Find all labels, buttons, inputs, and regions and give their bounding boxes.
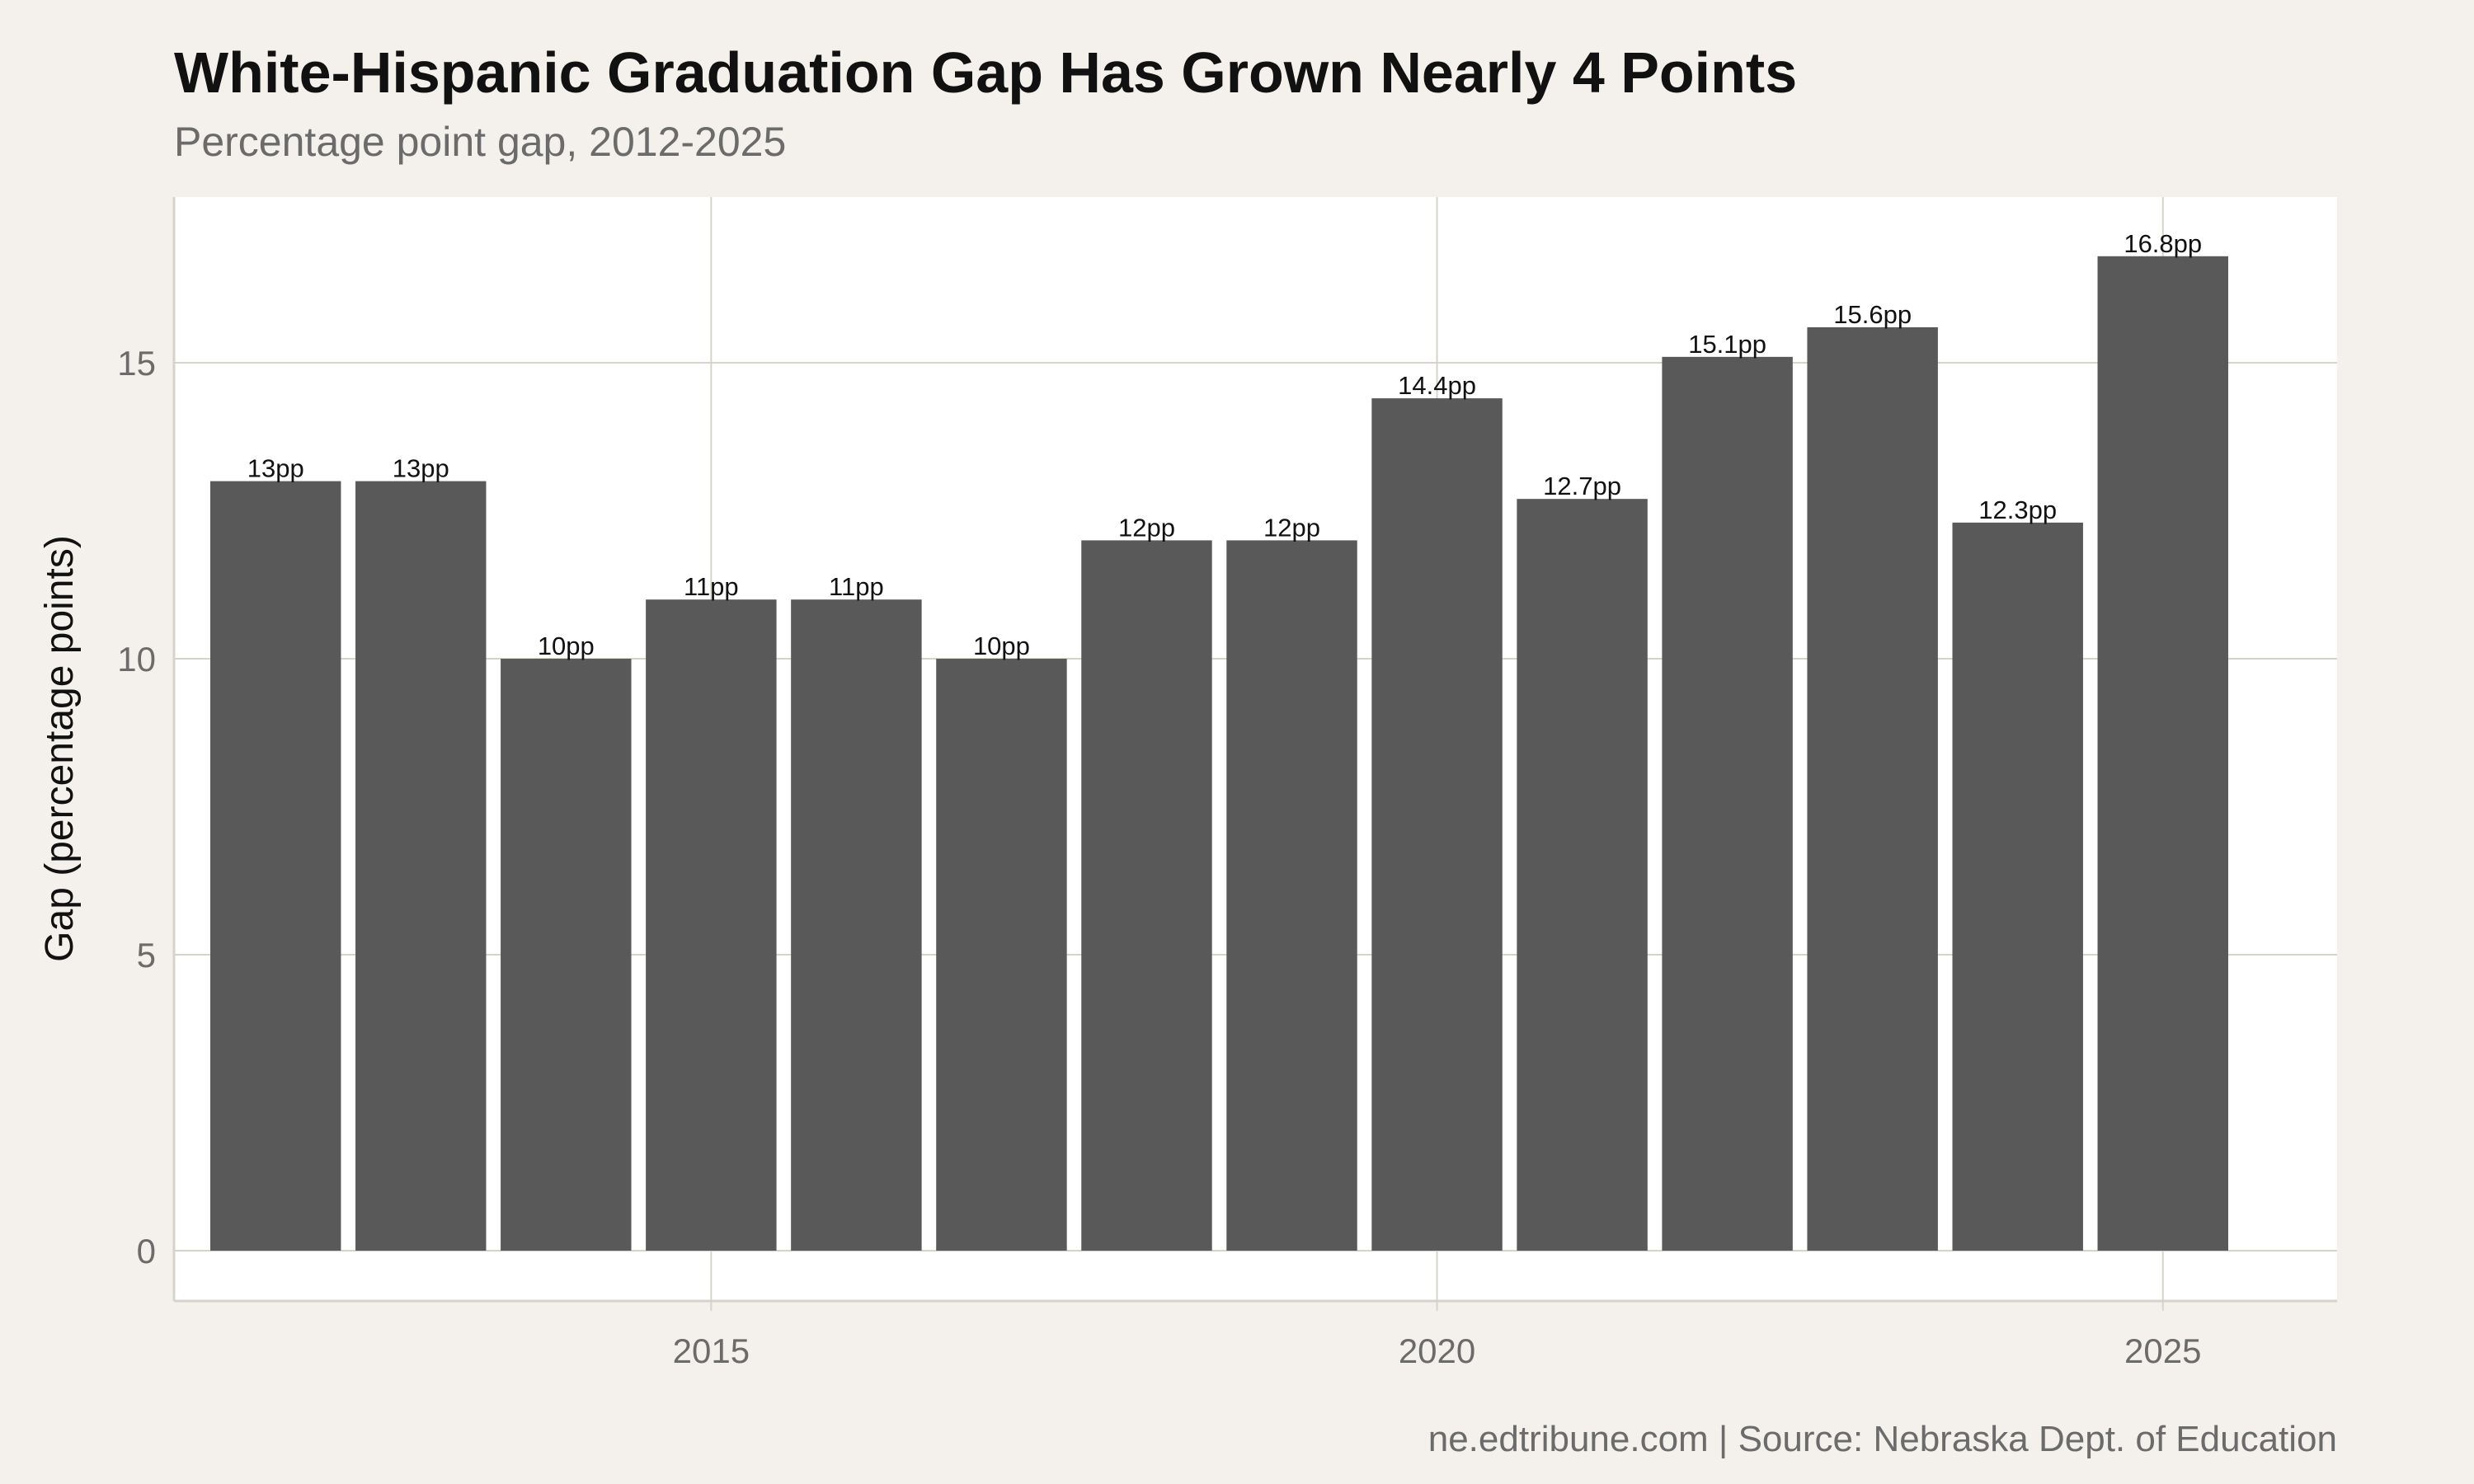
bar-value-label: 10pp xyxy=(973,632,1030,660)
bar-2016 xyxy=(791,599,922,1251)
bar-value-label: 12pp xyxy=(1263,513,1320,542)
bar-2017 xyxy=(936,659,1067,1251)
bar-2020 xyxy=(1371,398,1503,1251)
bar-2018 xyxy=(1081,540,1212,1251)
y-tick-label: 0 xyxy=(137,1232,156,1270)
y-axis-label: Gap (percentage points) xyxy=(38,535,82,962)
bar-value-label: 16.8pp xyxy=(2124,229,2202,258)
bar-value-label: 12.7pp xyxy=(1543,472,1621,500)
x-tick-label: 2015 xyxy=(673,1331,750,1370)
bar-value-label: 10pp xyxy=(538,632,595,660)
bar-2014 xyxy=(501,659,632,1251)
bar-value-label: 15.1pp xyxy=(1688,330,1766,359)
bar-value-label: 13pp xyxy=(393,454,449,483)
bar-2021 xyxy=(1517,499,1648,1251)
bar-2015 xyxy=(646,599,777,1251)
y-tick-label: 15 xyxy=(117,344,156,383)
bar-2022 xyxy=(1662,356,1793,1251)
bar-value-label: 11pp xyxy=(829,572,884,601)
bar-value-label: 11pp xyxy=(684,572,739,601)
bar-2019 xyxy=(1226,540,1357,1251)
bar-value-label: 12.3pp xyxy=(1978,495,2057,524)
bar-value-label: 13pp xyxy=(247,454,304,483)
bar-2012 xyxy=(210,481,341,1251)
chart-caption: ne.edtribune.com | Source: Nebraska Dept… xyxy=(1428,1419,2337,1459)
y-tick-label: 10 xyxy=(117,640,156,679)
axes: 0 5 10 15 2015 2020 2025 xyxy=(117,197,2337,1370)
chart-subtitle: Percentage point gap, 2012-2025 xyxy=(174,119,786,165)
y-tick-label: 5 xyxy=(137,936,156,974)
bar-2024 xyxy=(1952,522,2083,1251)
bar-value-label: 12pp xyxy=(1118,513,1175,542)
bar-2023 xyxy=(1807,326,1938,1251)
bar-2025 xyxy=(2097,256,2228,1251)
bar-value-label: 14.4pp xyxy=(1398,371,1476,400)
chart-title: White-Hispanic Graduation Gap Has Grown … xyxy=(174,40,1797,105)
bar-labels: 13pp 13pp 10pp 11pp 11pp 10pp 12pp 12pp 14.4pp 12… xyxy=(247,229,2202,660)
bars xyxy=(210,256,2228,1251)
bar-value-label: 15.6pp xyxy=(1833,300,1912,329)
bar-2013 xyxy=(355,481,487,1251)
x-tick-label: 2025 xyxy=(2124,1331,2201,1370)
x-tick-label: 2020 xyxy=(1399,1331,1475,1370)
